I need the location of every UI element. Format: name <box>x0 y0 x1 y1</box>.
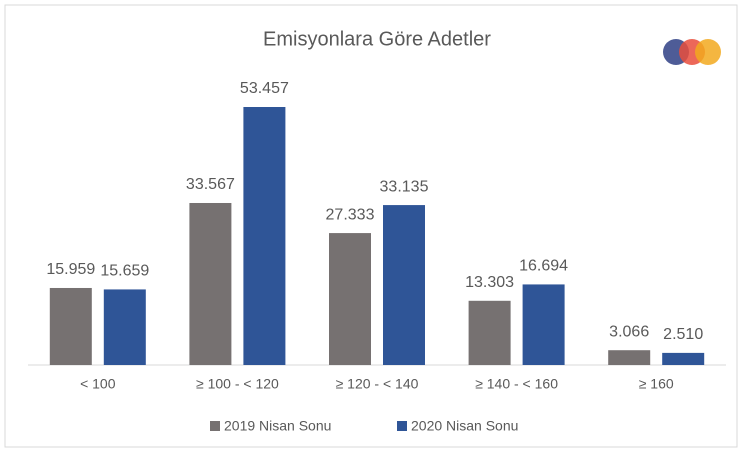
logo <box>663 39 721 65</box>
legend-label: 2020 Nisan Sonu <box>411 418 518 434</box>
data-label: 27.333 <box>326 206 375 223</box>
x-tick-label: ≥ 100 - < 120 <box>196 376 279 392</box>
data-label: 53.457 <box>240 80 289 97</box>
bar <box>522 284 565 365</box>
bar <box>189 202 232 365</box>
x-tick-label: < 100 <box>80 376 116 392</box>
data-label: 15.659 <box>100 263 149 280</box>
chart-title: Emisyonlara Göre Adetler <box>263 28 491 50</box>
bar <box>662 352 705 365</box>
data-label: 15.959 <box>46 261 95 278</box>
bar <box>468 300 511 365</box>
x-tick-label: ≥ 120 - < 140 <box>336 376 419 392</box>
data-label: 33.135 <box>380 178 429 195</box>
bar <box>49 287 92 365</box>
legend-swatch <box>210 421 220 431</box>
data-label: 3.066 <box>609 323 649 340</box>
chart-frame <box>4 4 738 448</box>
bar <box>103 289 146 365</box>
data-label: 16.694 <box>519 258 568 275</box>
x-tick-label: ≥ 140 - < 160 <box>475 376 558 392</box>
legend-swatch <box>397 421 407 431</box>
bar <box>383 205 425 365</box>
x-tick-label: ≥ 160 <box>639 376 674 392</box>
bar <box>329 233 371 365</box>
data-label: 33.567 <box>186 176 235 193</box>
bar <box>243 107 286 365</box>
legend-label: 2019 Nisan Sonu <box>224 418 331 434</box>
bar <box>608 350 651 365</box>
data-label: 13.303 <box>465 274 514 291</box>
data-label: 2.510 <box>663 326 703 343</box>
